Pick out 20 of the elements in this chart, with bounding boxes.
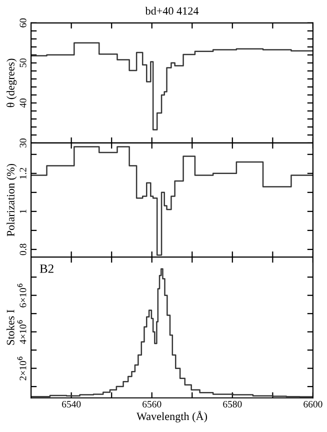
y-axis-title: θ (degrees) bbox=[6, 58, 17, 108]
x-tick-label: 6540 bbox=[62, 400, 81, 408]
y-tick-label: 50 bbox=[20, 58, 26, 68]
y-axis-title: Polarization (%) bbox=[6, 164, 17, 236]
y-tick-label: 0.8 bbox=[20, 244, 26, 256]
x-tick-label: 6600 bbox=[304, 400, 322, 408]
y-tick-label: 60 bbox=[20, 18, 26, 28]
chart-title: bd+40 4124 bbox=[145, 6, 199, 15]
x-tick-label: 6560 bbox=[142, 400, 162, 408]
y-tick-label: 1 bbox=[20, 210, 26, 213]
y-tick-label: 6×10$^{6}$ bbox=[17, 284, 26, 308]
x-axis-title: Wavelength (Å) bbox=[136, 410, 208, 422]
y-tick-label: 2×10$^{6}$ bbox=[17, 356, 26, 380]
y-tick-label: 1.2 bbox=[20, 168, 26, 179]
y-tick-label: 30 bbox=[20, 138, 26, 148]
annotation: B2 bbox=[40, 264, 54, 273]
x-tick-label: 6580 bbox=[223, 400, 242, 408]
y-axis-title: Stokes I bbox=[6, 310, 14, 345]
y-tick-label: 40 bbox=[20, 98, 26, 108]
y-tick-label: 4×10$^{6}$ bbox=[17, 320, 26, 344]
